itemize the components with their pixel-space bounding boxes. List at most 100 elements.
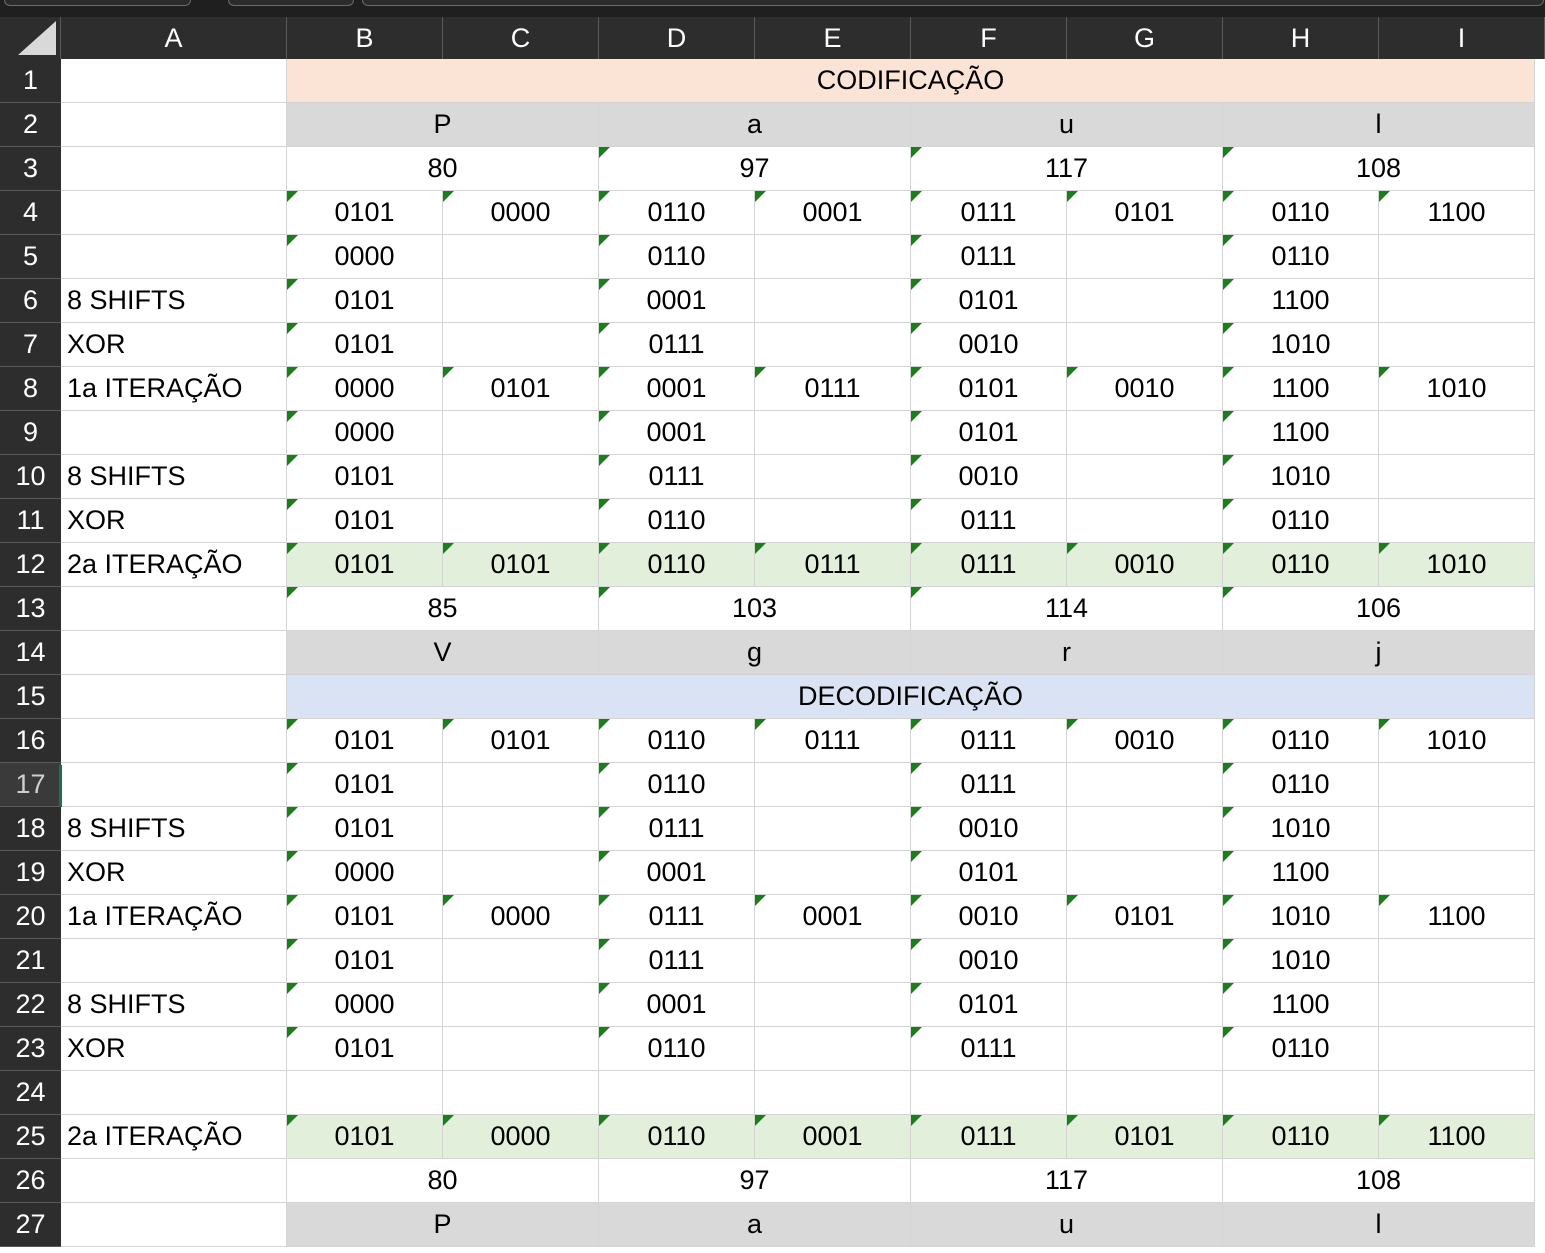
binary-cell[interactable]: 0010 xyxy=(1067,543,1223,587)
row-label-cell[interactable] xyxy=(61,191,287,235)
binary-cell[interactable]: 0010 xyxy=(911,807,1067,851)
binary-cell[interactable]: 0111 xyxy=(755,367,911,411)
code-cell[interactable]: 117 xyxy=(911,1159,1223,1203)
row-header-12[interactable]: 12 xyxy=(0,543,61,587)
binary-cell[interactable] xyxy=(755,323,911,367)
binary-cell[interactable] xyxy=(1067,851,1223,895)
row-label-cell[interactable]: 1a ITERAÇÃO xyxy=(61,367,287,411)
binary-cell[interactable] xyxy=(1067,763,1223,807)
row-label-cell[interactable] xyxy=(61,587,287,631)
binary-cell[interactable] xyxy=(755,939,911,983)
binary-cell[interactable]: 0000 xyxy=(287,235,443,279)
row-header-23[interactable]: 23 xyxy=(0,1027,61,1071)
binary-cell[interactable] xyxy=(1067,939,1223,983)
binary-cell[interactable]: 0001 xyxy=(599,411,755,455)
binary-cell[interactable]: 0010 xyxy=(911,323,1067,367)
select-all-corner[interactable] xyxy=(0,17,61,59)
letter-cell[interactable]: u xyxy=(911,103,1223,147)
tab-stub[interactable] xyxy=(4,0,191,6)
binary-cell[interactable]: 0000 xyxy=(287,411,443,455)
row-header-21[interactable]: 21 xyxy=(0,939,61,983)
code-cell[interactable]: 97 xyxy=(599,1159,911,1203)
letter-cell[interactable]: a xyxy=(599,1203,911,1247)
binary-cell[interactable]: 0110 xyxy=(599,235,755,279)
binary-cell[interactable] xyxy=(443,279,599,323)
row-header-24[interactable]: 24 xyxy=(0,1071,61,1115)
binary-cell[interactable]: 0001 xyxy=(755,191,911,235)
binary-cell[interactable] xyxy=(1067,807,1223,851)
binary-cell[interactable]: 0101 xyxy=(287,763,443,807)
row-header-14[interactable]: 14 xyxy=(0,631,61,675)
row-header-13[interactable]: 13 xyxy=(0,587,61,631)
binary-cell[interactable]: 0110 xyxy=(1223,499,1379,543)
column-header-b[interactable]: B xyxy=(287,17,443,59)
binary-cell[interactable] xyxy=(755,235,911,279)
letter-cell[interactable]: l xyxy=(1223,1203,1535,1247)
letter-cell[interactable]: r xyxy=(911,631,1223,675)
binary-cell[interactable]: 0010 xyxy=(911,939,1067,983)
row-label-cell[interactable] xyxy=(61,235,287,279)
column-header-h[interactable]: H xyxy=(1223,17,1379,59)
row-label-cell[interactable]: 1a ITERAÇÃO xyxy=(61,895,287,939)
row-label-cell[interactable] xyxy=(61,1203,287,1247)
code-cell[interactable]: 117 xyxy=(911,147,1223,191)
binary-cell[interactable]: 0111 xyxy=(911,1115,1067,1159)
binary-cell[interactable]: 0101 xyxy=(1067,191,1223,235)
binary-cell[interactable]: 0000 xyxy=(443,1115,599,1159)
column-header-e[interactable]: E xyxy=(755,17,911,59)
binary-cell[interactable] xyxy=(443,499,599,543)
binary-cell[interactable] xyxy=(1067,235,1223,279)
binary-cell[interactable]: 0001 xyxy=(755,1115,911,1159)
letter-cell[interactable]: P xyxy=(287,1203,599,1247)
binary-cell[interactable]: 0110 xyxy=(1223,719,1379,763)
row-label-cell[interactable]: 8 SHIFTS xyxy=(61,983,287,1027)
binary-cell[interactable]: 0111 xyxy=(911,543,1067,587)
binary-cell[interactable] xyxy=(1067,279,1223,323)
binary-cell[interactable]: 0101 xyxy=(287,1027,443,1071)
tab-stub[interactable] xyxy=(362,0,1544,6)
binary-cell[interactable] xyxy=(1067,983,1223,1027)
row-header-4[interactable]: 4 xyxy=(0,191,61,235)
binary-cell[interactable] xyxy=(1379,455,1535,499)
row-header-15[interactable]: 15 xyxy=(0,675,61,719)
binary-cell[interactable]: 0111 xyxy=(599,323,755,367)
row-header-27[interactable]: 27 xyxy=(0,1203,61,1247)
binary-cell[interactable] xyxy=(1379,411,1535,455)
row-label-cell[interactable] xyxy=(61,1071,287,1115)
code-cell[interactable]: 85 xyxy=(287,587,599,631)
binary-cell[interactable]: 1100 xyxy=(1223,279,1379,323)
binary-cell[interactable]: 0111 xyxy=(755,719,911,763)
binary-cell[interactable]: 0111 xyxy=(911,719,1067,763)
row-header-16[interactable]: 16 xyxy=(0,719,61,763)
code-cell[interactable]: 97 xyxy=(599,147,911,191)
binary-cell[interactable]: 0001 xyxy=(599,367,755,411)
binary-cell[interactable]: 0110 xyxy=(599,719,755,763)
binary-cell[interactable] xyxy=(1067,411,1223,455)
binary-cell[interactable]: 0101 xyxy=(287,191,443,235)
row-header-10[interactable]: 10 xyxy=(0,455,61,499)
binary-cell[interactable]: 0101 xyxy=(287,719,443,763)
binary-cell[interactable]: 1100 xyxy=(1223,983,1379,1027)
binary-cell[interactable]: 0110 xyxy=(1223,1115,1379,1159)
row-header-8[interactable]: 8 xyxy=(0,367,61,411)
binary-cell[interactable] xyxy=(1379,939,1535,983)
binary-cell[interactable]: 1010 xyxy=(1223,323,1379,367)
binary-cell[interactable] xyxy=(1379,499,1535,543)
row-header-19[interactable]: 19 xyxy=(0,851,61,895)
letter-cell[interactable]: l xyxy=(1223,103,1535,147)
binary-cell[interactable]: 0101 xyxy=(287,807,443,851)
binary-cell[interactable] xyxy=(443,235,599,279)
binary-cell[interactable]: 1100 xyxy=(1379,1115,1535,1159)
binary-cell[interactable]: 0111 xyxy=(911,1027,1067,1071)
binary-cell[interactable]: 0101 xyxy=(911,411,1067,455)
row-header-1[interactable]: 1 xyxy=(0,59,61,103)
binary-cell[interactable]: 1010 xyxy=(1379,543,1535,587)
binary-cell[interactable] xyxy=(755,411,911,455)
binary-cell[interactable]: 0111 xyxy=(755,543,911,587)
letter-cell[interactable]: P xyxy=(287,103,599,147)
binary-cell[interactable]: 1010 xyxy=(1379,719,1535,763)
row-label-cell[interactable] xyxy=(61,147,287,191)
row-label-cell[interactable] xyxy=(61,719,287,763)
binary-cell[interactable]: 0111 xyxy=(911,499,1067,543)
binary-cell[interactable]: 1100 xyxy=(1223,367,1379,411)
